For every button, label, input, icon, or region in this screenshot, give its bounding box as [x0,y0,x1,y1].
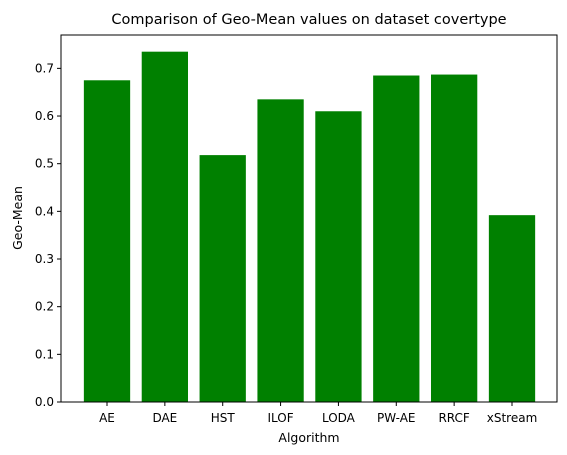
y-tick-label: 0.6 [35,109,54,123]
y-tick-label: 0.0 [35,395,54,409]
bar-ilof [257,99,304,402]
chart-title: Comparison of Geo-Mean values on dataset… [111,12,506,28]
y-tick-label: 0.5 [35,157,54,171]
x-tick-label: AE [99,411,115,425]
bar-hst [199,155,246,402]
x-tick-label: ILOF [267,411,293,425]
y-axis-label: Geo-Mean [10,186,25,250]
x-tick-label: HST [211,411,236,425]
x-axis-label: Algorithm [278,430,339,445]
y-tick-label: 0.1 [35,347,54,361]
y-ticks-group: 0.0 0.1 0.2 0.3 0.4 0.5 0.6 0.7 [35,61,61,409]
x-tick-label: DAE [152,411,177,425]
bar-rrcf [431,74,478,402]
bar-loda [315,111,362,402]
x-tick-label: LODA [322,411,356,425]
bar-pw-ae [373,75,420,402]
bar-ae [83,80,131,402]
bar-dae [141,51,188,403]
y-tick-label: 0.2 [35,300,54,314]
x-ticks-group: AE DAE HST ILOF LODA PW-AE RRCF xStream [99,402,537,425]
bars-group [83,51,536,403]
x-tick-label: RRCF [438,411,469,425]
x-tick-label: PW-AE [377,411,415,425]
y-tick-label: 0.3 [35,252,54,266]
y-tick-label: 0.7 [35,61,54,75]
bar-xstream [488,215,536,402]
y-tick-label: 0.4 [35,204,54,218]
plot-frame [60,34,558,403]
x-tick-label: xStream [487,411,538,425]
